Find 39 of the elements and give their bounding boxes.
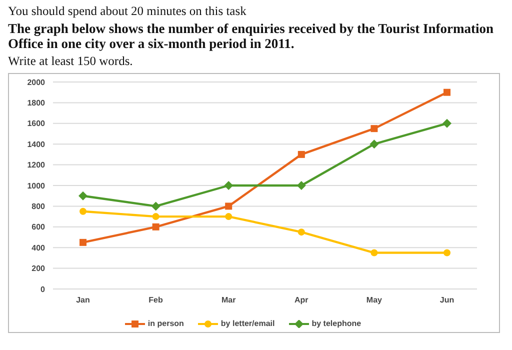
y-tick-label: 800 xyxy=(32,202,46,212)
y-tick-label: 0 xyxy=(40,284,46,294)
point xyxy=(444,249,450,256)
y-tick-label: 1600 xyxy=(27,119,46,128)
point xyxy=(151,202,160,211)
legend-label: in person xyxy=(146,319,184,328)
legend-label: by telephone xyxy=(310,319,362,328)
x-tick-label: Feb xyxy=(148,296,164,305)
point xyxy=(225,213,232,220)
point xyxy=(444,88,450,96)
text: You should spend about 20 minutes on this task xyxy=(8,4,248,19)
y-tick-label: 1000 xyxy=(27,181,46,190)
x-tick-label: May xyxy=(366,296,383,305)
text: Write at least 150 words. xyxy=(8,54,134,69)
point xyxy=(442,118,452,128)
y-tick-label: 1200 xyxy=(27,160,46,170)
y-tick-label: 1400 xyxy=(27,140,46,149)
point xyxy=(298,150,305,158)
x-tick-label: Jun xyxy=(440,296,454,305)
point xyxy=(370,140,379,149)
x-tick-label: Jan xyxy=(76,296,90,305)
point xyxy=(152,213,160,220)
point xyxy=(225,202,232,210)
point xyxy=(80,208,86,215)
point xyxy=(298,228,305,236)
x-tick-label: Mar xyxy=(221,296,236,305)
y-tick-label: 1800 xyxy=(27,98,46,108)
y-tick-label: 400 xyxy=(32,243,46,252)
point xyxy=(80,238,86,246)
x-tick-label: Apr xyxy=(294,296,308,305)
chart-title: The graph below shows the number of enquiries received by the Tourist Information Office in one city over a six-month period in 2011. xyxy=(8,21,495,51)
point xyxy=(152,223,160,230)
y-tick-label: 600 xyxy=(32,222,46,232)
point xyxy=(370,125,378,132)
y-tick-label: 200 xyxy=(32,264,46,274)
legend-label: by letter/email xyxy=(220,319,275,328)
point xyxy=(78,191,88,200)
point xyxy=(370,249,378,256)
y-tick-label: 2000 xyxy=(27,78,46,87)
